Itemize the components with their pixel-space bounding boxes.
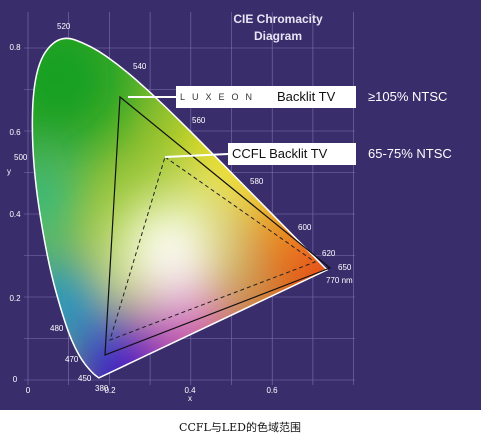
wavelength-label: 560 [192,116,206,125]
coverage: 65-75% NTSC [368,146,452,161]
wavelength-label: 770 nm [326,276,353,285]
callout-line [164,153,229,158]
wavelength-label: 470 [65,355,79,364]
wavelength-label: 520 [57,22,71,31]
y-tick-label: 0 [13,375,18,384]
x-tick-label: 0 [26,386,31,395]
wavelength-label: 540 [133,62,147,71]
wavelength-label: 580 [250,177,264,186]
callout-box [228,143,356,165]
wavelength-label: 600 [298,223,312,232]
y-tick-label: 0.8 [9,43,21,52]
x-tick-label: 0.2 [104,386,116,395]
y-tick-label: 0.2 [9,294,21,303]
callout-label: Backlit TV [277,89,336,104]
led-gamut [104,95,332,356]
caption: CCFL与LED的色域范围 [179,420,301,434]
title-line: CIE Chromacity [233,12,323,26]
callout-label: CCFL Backlit TV [232,146,328,161]
ccfl-gamut [109,156,317,341]
wavelength-label: 450 [78,374,92,383]
title-line: Diagram [254,29,302,43]
wavelength-label: 650 [338,263,352,272]
coverage: ≥105% NTSC [368,89,447,104]
x-tick-label: 0.4 [184,386,196,395]
wavelength-label: 480 [50,324,64,333]
y-tick-label: 0.6 [9,128,21,137]
y-tick-label: 0.4 [9,210,21,219]
x-axis-label: x [188,394,192,403]
y-axis-label: y [7,167,11,176]
wavelength-label: 620 [322,249,336,258]
x-tick-label: 0.6 [266,386,278,395]
wavelength-label: 500 [14,153,28,162]
callout-box [176,86,356,108]
spectral-locus [31,37,329,379]
wavelength-label: 380 [95,384,109,393]
brand-logo: LUXEON [180,92,259,102]
